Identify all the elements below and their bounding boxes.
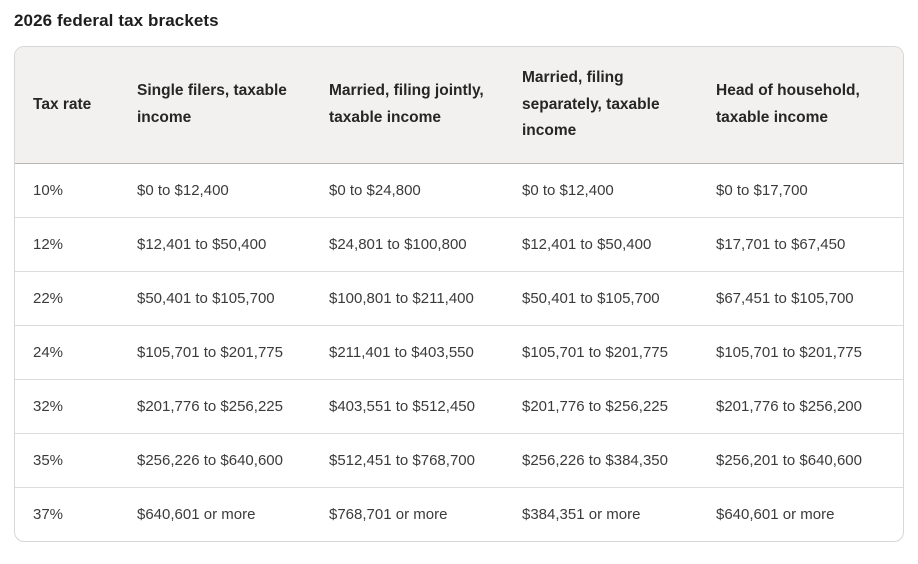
income-range-cell: $100,801 to $211,400 [311, 271, 504, 326]
income-range-cell: $201,776 to $256,225 [119, 379, 311, 434]
income-range-cell: $105,701 to $201,775 [504, 325, 698, 380]
income-range-cell: $384,351 or more [522, 506, 641, 524]
table-row: 32% $201,776 to $256,225 $403,551 to $512,… [15, 379, 903, 434]
income-range-cell: $201,776 to $256,225 [504, 379, 698, 434]
column-header-5: Head of household, taxable income [698, 47, 903, 164]
income-range-cell: $512,451 to $768,700 [311, 433, 504, 488]
tax-rate-cell: 10% [15, 163, 119, 218]
table-header-row: Tax rate Single filers, taxable income Mar… [15, 47, 903, 164]
income-range-cell: $256,201 to $640,600 [698, 433, 903, 488]
income-range-cell: $403,551 to $512,450 [311, 379, 504, 434]
tax-rate-cell: 37% [33, 506, 64, 524]
income-range-cell: $0 to $24,800 [311, 163, 504, 218]
income-range-cell: $256,226 to $640,600 [119, 433, 311, 488]
table-row: 10% $0 to $12,400 $0 to $24,800 $0 to $12,4… [15, 163, 903, 218]
income-range-cell: $105,701 to $201,775 [119, 325, 311, 380]
income-range-cell: $12,401 to $50,400 [504, 217, 698, 272]
table-header: Tax rate Single filers, taxable income Mar… [15, 47, 903, 164]
table-row: 24% $105,701 to $201,775 $211,401 to $403,… [15, 325, 903, 380]
page-title: 2026 federal tax brackets [14, 11, 219, 30]
table-row: 22% $50,401 to $105,700 $100,801 to $211,4… [15, 271, 903, 326]
income-range-cell: $50,401 to $105,700 [504, 271, 698, 326]
table-row: 12% $12,401 to $50,400 $24,801 to $100,800… [15, 217, 903, 272]
tax-rate-cell: 12% [15, 217, 119, 272]
income-range-cell: $201,776 to $256,200 [698, 379, 903, 434]
income-range-cell: $17,701 to $67,450 [698, 217, 903, 272]
income-range-cell: $640,601 or more [137, 506, 256, 524]
income-range-cell: $105,701 to $201,775 [698, 325, 903, 380]
column-header-2: Single filers, taxable income [119, 47, 311, 164]
income-range-cell: $256,226 to $384,350 [504, 433, 698, 488]
tax-table-body: 10% $0 to $12,400 $0 to $24,800 $0 to $12,4… [15, 163, 903, 541]
income-range-cell: $67,451 to $105,700 [698, 271, 903, 326]
tax-rate-cell: 32% [15, 379, 119, 434]
income-range-cell: $768,701 or more [329, 506, 448, 524]
column-header-1: Tax rate [15, 47, 119, 164]
tax-rate-cell: 35% [15, 433, 119, 488]
table-row: 37% $640,601 or more $768,701 or more $384,… [15, 487, 903, 541]
tax-brackets-table-card: Tax rate Single filers, taxable income Mar… [14, 46, 904, 543]
income-range-cell: $24,801 to $100,800 [311, 217, 504, 272]
column-header-3: Married, filing jointly, taxable income [311, 47, 504, 164]
income-range-cell: $211,401 to $403,550 [311, 325, 504, 380]
income-range-cell: $0 to $12,400 [504, 163, 698, 218]
tax-rate-cell: 24% [15, 325, 119, 380]
income-range-cell: $640,601 or more [716, 506, 835, 524]
tax-rate-cell: 22% [15, 271, 119, 326]
tax-brackets-table: Tax rate Single filers, taxable income Mar… [15, 47, 903, 541]
income-range-cell: $0 to $17,700 [698, 163, 903, 218]
column-header-4: Married, filing separately, taxable inco… [504, 47, 698, 164]
income-range-cell: $0 to $12,400 [119, 163, 311, 218]
income-range-cell: $50,401 to $105,700 [119, 271, 311, 326]
income-range-cell: $12,401 to $50,400 [119, 217, 311, 272]
table-row: 35% $256,226 to $640,600 $512,451 to $768,… [15, 433, 903, 488]
